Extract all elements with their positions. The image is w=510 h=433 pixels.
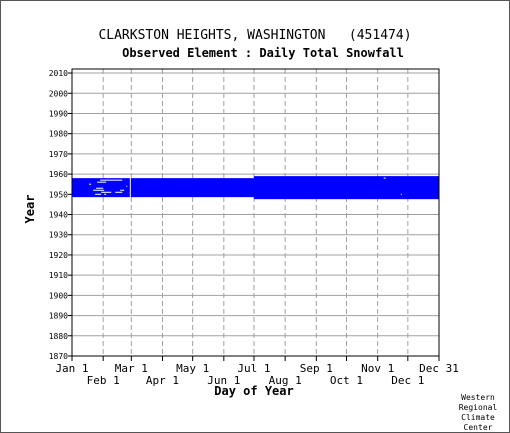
- x-tick-label: Dec 1: [391, 374, 424, 387]
- data-gap: [95, 193, 102, 195]
- axes: 1870 1880 1890 1900 1910 1920 1930 1940 1950 1960…: [49, 68, 459, 387]
- chart-title: CLARKSTON HEIGHTS, WASHINGTON (451474): [98, 28, 411, 43]
- x-tick-label: Sep 1: [300, 362, 333, 375]
- y-tick-label: 1910: [49, 271, 68, 280]
- y-tick-label: 1920: [49, 251, 68, 260]
- y-tick-label: 1980: [49, 130, 68, 139]
- y-tick-label: 1930: [49, 231, 68, 240]
- y-tick-label: 1960: [49, 170, 68, 179]
- y-tick-label: 2000: [49, 89, 68, 98]
- credit-block: Western Regional Climate Center: [459, 393, 498, 432]
- credit-line: Center: [464, 423, 493, 432]
- data-gap: [104, 193, 107, 195]
- data-gap: [126, 185, 128, 187]
- credit-line: Climate: [461, 413, 495, 422]
- y-tick-label: 1970: [49, 150, 68, 159]
- data-gap: [115, 191, 123, 193]
- y-axis-label: Year: [23, 195, 37, 224]
- x-tick-label: Jan 1: [55, 362, 88, 375]
- y-tick-label: 1940: [49, 211, 68, 220]
- data-gap: [96, 187, 104, 189]
- x-tick-label: Jun 1: [207, 374, 240, 387]
- data-gap: [101, 191, 112, 193]
- x-tick-label: Jul 1: [237, 362, 270, 375]
- y-tick-label: 1900: [49, 291, 68, 300]
- data-gap: [93, 189, 105, 191]
- y-tick-label: 2010: [49, 69, 68, 78]
- data-gap: [400, 193, 402, 195]
- plot-background: [72, 69, 439, 356]
- y-tick-label: 1990: [49, 109, 68, 118]
- credit-line: Western: [461, 393, 495, 402]
- data-gap: [120, 189, 125, 191]
- x-tick-label: Aug 1: [269, 374, 302, 387]
- data-gap: [383, 177, 386, 179]
- plot-area: [72, 69, 439, 356]
- x-tick-label: Mar 1: [115, 362, 148, 375]
- y-tick-label: 1890: [49, 312, 68, 321]
- x-tick-label: Feb 1: [87, 374, 120, 387]
- y-tick-label: 1950: [49, 190, 68, 199]
- credit-line: Regional: [459, 403, 498, 412]
- x-tick-label: Oct 1: [330, 374, 363, 387]
- plot-border: [71, 68, 440, 357]
- data-gap: [89, 183, 92, 185]
- chart-subtitle: Observed Element : Daily Total Snowfall: [122, 46, 404, 60]
- x-tick-label: Dec 31: [419, 362, 459, 375]
- y-tick-label: 1880: [49, 332, 68, 341]
- data-layer: [72, 176, 439, 200]
- y-tick-label: 1870: [49, 352, 68, 361]
- x-axis-label: Day of Year: [214, 384, 293, 398]
- x-tick-label: Nov 1: [361, 362, 394, 375]
- x-tick-label: May 1: [176, 362, 209, 375]
- data-gap: [100, 179, 123, 181]
- observed-period: [72, 178, 439, 198]
- data-gap: [97, 181, 107, 183]
- grid-lines: [72, 69, 439, 356]
- x-tick-label: Apr 1: [146, 374, 179, 387]
